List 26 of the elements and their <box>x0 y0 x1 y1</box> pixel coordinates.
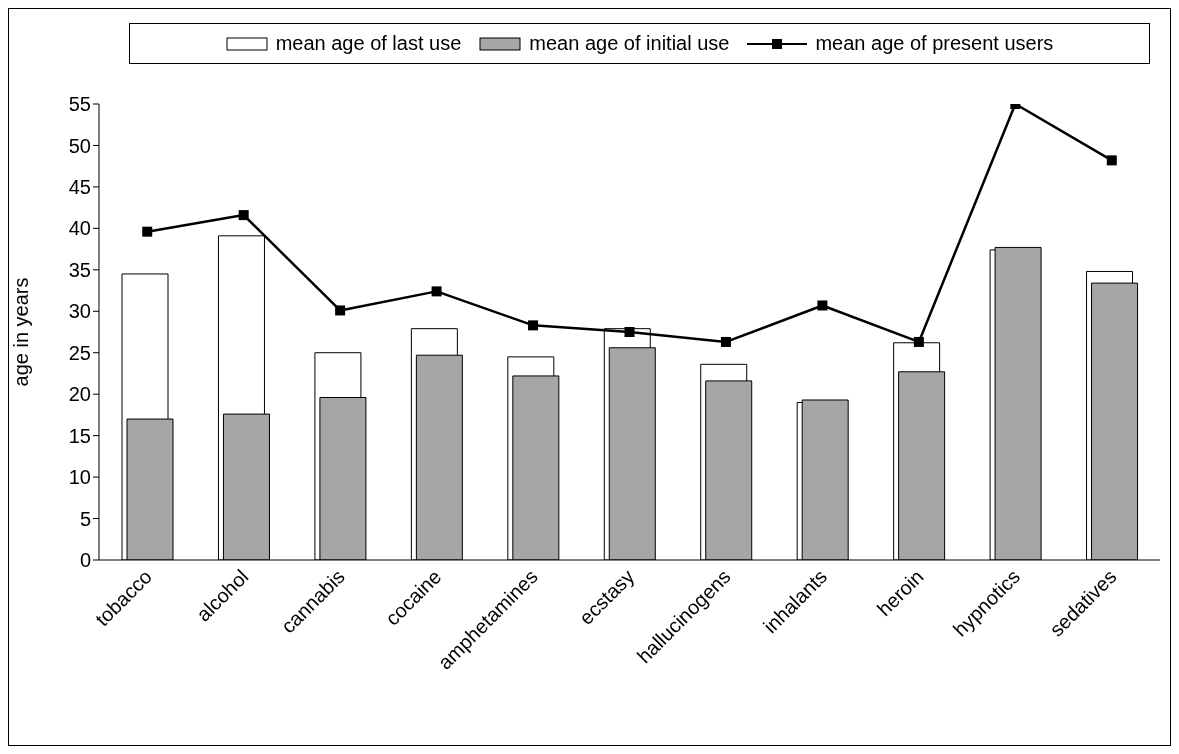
point <box>913 336 924 347</box>
point <box>431 286 442 297</box>
point <box>624 327 635 337</box>
point <box>335 305 346 316</box>
y-tick-label: 50 <box>68 134 91 157</box>
y-tick-label: 30 <box>68 300 91 323</box>
y-tick-label: 5 <box>79 507 91 530</box>
y-tick-label: 45 <box>68 176 91 199</box>
point <box>720 336 731 347</box>
legend-label: mean age of present users <box>815 32 1054 55</box>
y-tick-label: 15 <box>68 424 91 447</box>
y-tick-label: 10 <box>68 466 91 489</box>
legend-label: mean age of last use <box>275 32 462 55</box>
point <box>528 320 539 331</box>
y-tick-label: 35 <box>68 258 91 281</box>
y-tick-label: 55 <box>68 93 91 116</box>
y-tick-label: 25 <box>68 341 91 364</box>
y-tick-label: 20 <box>68 383 91 406</box>
y-axis-title: age in years <box>10 277 33 387</box>
y-tick-label: 0 <box>79 549 91 572</box>
y-tick-label: 40 <box>68 217 91 240</box>
point <box>238 210 249 221</box>
legend-label: mean age of initial use <box>529 32 730 55</box>
point <box>817 300 828 311</box>
point <box>142 226 153 237</box>
point <box>1106 155 1117 166</box>
